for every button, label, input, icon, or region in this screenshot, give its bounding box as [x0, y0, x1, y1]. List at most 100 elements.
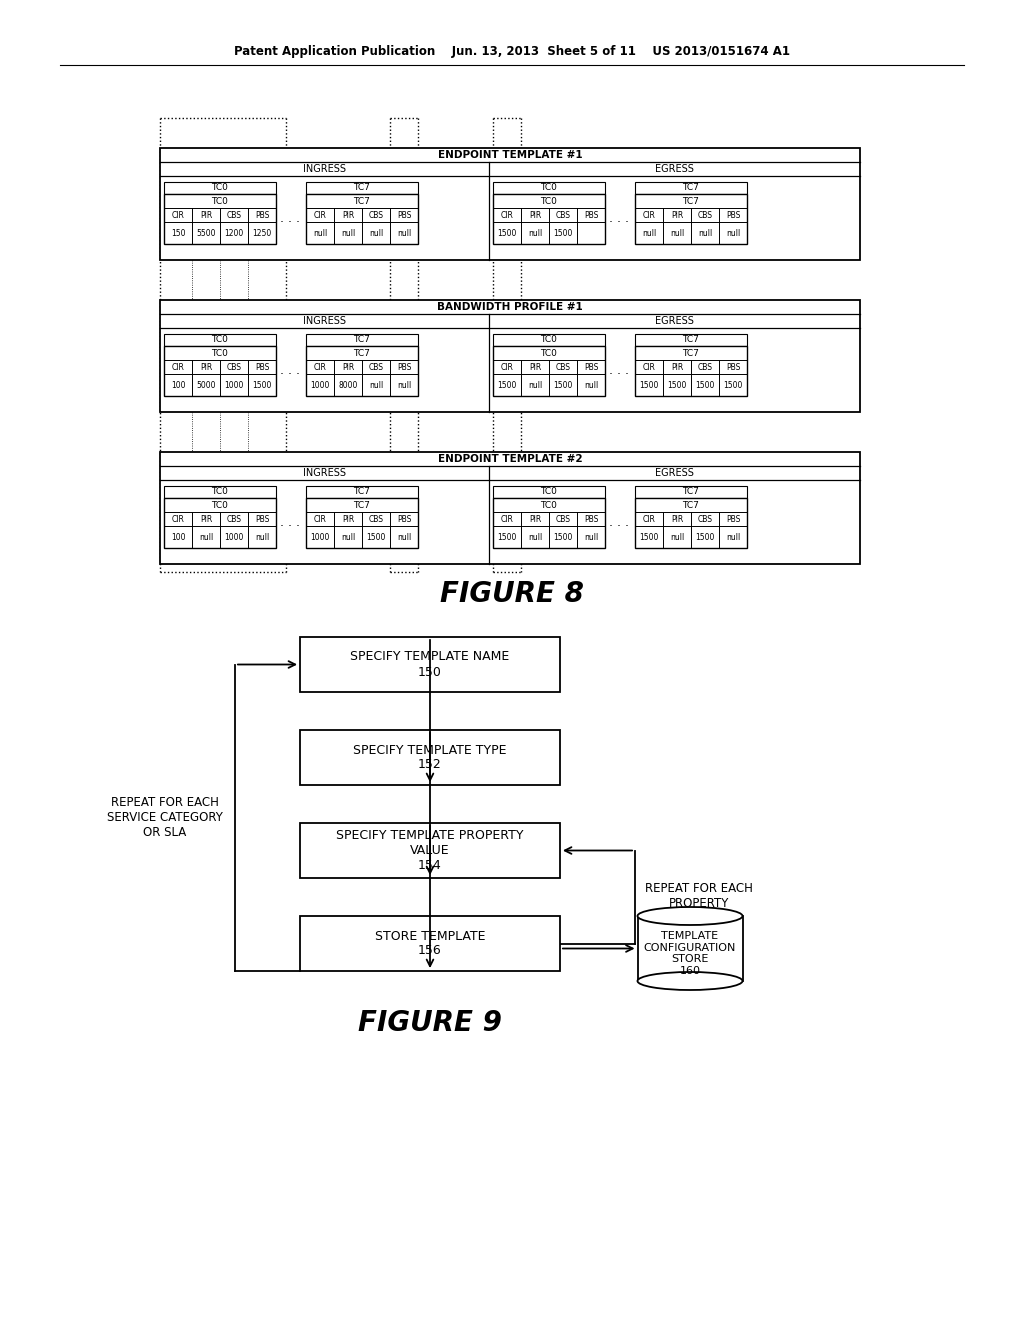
Text: PBS: PBS	[255, 363, 269, 371]
Text: EGRESS: EGRESS	[655, 469, 694, 478]
Text: CIR: CIR	[313, 363, 327, 371]
Text: PBS: PBS	[255, 210, 269, 219]
Bar	[164, 182, 276, 194]
Text: null: null	[670, 532, 684, 541]
Bar	[300, 730, 560, 785]
Text: . . .: . . .	[609, 213, 629, 226]
Text: CIR: CIR	[172, 515, 184, 524]
Bar	[300, 638, 560, 692]
Text: TC0: TC0	[212, 500, 228, 510]
Bar	[493, 334, 605, 346]
Text: PBS: PBS	[584, 363, 598, 371]
Text: 1500: 1500	[723, 380, 742, 389]
Text: CBS: CBS	[555, 515, 570, 524]
Text: TC7: TC7	[353, 487, 371, 496]
Text: 1500: 1500	[498, 380, 517, 389]
Text: CBS: CBS	[555, 363, 570, 371]
Text: 1500: 1500	[553, 380, 572, 389]
Text: ENDPOINT TEMPLATE #1: ENDPOINT TEMPLATE #1	[437, 150, 583, 160]
Text: CIR: CIR	[643, 363, 655, 371]
Text: CBS: CBS	[226, 363, 242, 371]
Text: null: null	[726, 532, 740, 541]
Text: TC7: TC7	[683, 335, 699, 345]
Bar	[306, 486, 418, 498]
Text: . . .: . . .	[280, 364, 300, 378]
Text: TC0: TC0	[541, 348, 557, 358]
Text: CIR: CIR	[643, 210, 655, 219]
Bar	[306, 334, 418, 346]
Text: 1500: 1500	[498, 228, 517, 238]
Bar	[635, 346, 746, 396]
Text: REPEAT FOR EACH
PROPERTY: REPEAT FOR EACH PROPERTY	[645, 882, 753, 909]
Text: 100: 100	[171, 532, 185, 541]
Text: null: null	[255, 532, 269, 541]
Text: PBS: PBS	[397, 363, 412, 371]
Text: TC0: TC0	[541, 335, 557, 345]
Text: null: null	[199, 532, 213, 541]
Text: null: null	[528, 228, 542, 238]
Text: TC7: TC7	[683, 500, 699, 510]
Bar	[300, 916, 560, 972]
Text: PBS: PBS	[255, 515, 269, 524]
Text: null: null	[341, 228, 355, 238]
Text: 100: 100	[171, 380, 185, 389]
Text: null: null	[698, 228, 712, 238]
Text: 1250: 1250	[252, 228, 271, 238]
Ellipse shape	[638, 907, 742, 925]
Text: PBS: PBS	[397, 210, 412, 219]
Ellipse shape	[638, 972, 742, 990]
Text: 1500: 1500	[367, 532, 386, 541]
Bar	[306, 346, 418, 396]
Text: REPEAT FOR EACH
SERVICE CATEGORY
OR SLA: REPEAT FOR EACH SERVICE CATEGORY OR SLA	[108, 796, 223, 840]
Bar	[493, 194, 605, 244]
Text: CIR: CIR	[501, 515, 513, 524]
Text: null: null	[726, 228, 740, 238]
Text: CIR: CIR	[501, 210, 513, 219]
Text: TC7: TC7	[353, 348, 371, 358]
Text: TC7: TC7	[683, 348, 699, 358]
Text: null: null	[584, 380, 598, 389]
Text: 1200: 1200	[224, 228, 244, 238]
Text: PIR: PIR	[671, 363, 683, 371]
Bar	[635, 334, 746, 346]
Bar	[635, 498, 746, 548]
Text: BANDWIDTH PROFILE #1: BANDWIDTH PROFILE #1	[437, 302, 583, 312]
Text: INGRESS: INGRESS	[303, 315, 346, 326]
Text: null: null	[642, 228, 656, 238]
Text: null: null	[397, 228, 411, 238]
Text: null: null	[670, 228, 684, 238]
Text: TC7: TC7	[683, 197, 699, 206]
Text: . . .: . . .	[609, 516, 629, 529]
Text: EGRESS: EGRESS	[655, 315, 694, 326]
Text: TC0: TC0	[541, 500, 557, 510]
Bar	[635, 486, 746, 498]
Text: 1500: 1500	[695, 532, 715, 541]
Text: TC0: TC0	[541, 197, 557, 206]
Text: CBS: CBS	[226, 210, 242, 219]
Text: ENDPOINT TEMPLATE #2: ENDPOINT TEMPLATE #2	[437, 454, 583, 465]
Text: 5500: 5500	[197, 228, 216, 238]
Text: 5000: 5000	[197, 380, 216, 389]
Text: TC0: TC0	[541, 487, 557, 496]
Text: PBS: PBS	[584, 515, 598, 524]
Bar	[164, 498, 276, 548]
Bar	[164, 194, 276, 244]
Text: 1000: 1000	[310, 532, 330, 541]
Bar	[164, 486, 276, 498]
Bar	[306, 182, 418, 194]
Text: PBS: PBS	[584, 210, 598, 219]
Text: CIR: CIR	[313, 515, 327, 524]
Bar	[160, 451, 860, 564]
Bar	[306, 194, 418, 244]
Text: EGRESS: EGRESS	[655, 164, 694, 174]
Bar	[635, 182, 746, 194]
Text: CIR: CIR	[313, 210, 327, 219]
Text: 1000: 1000	[224, 380, 244, 389]
Text: STORE TEMPLATE
156: STORE TEMPLATE 156	[375, 929, 485, 957]
Text: PIR: PIR	[342, 363, 354, 371]
Text: SPECIFY TEMPLATE NAME
150: SPECIFY TEMPLATE NAME 150	[350, 651, 510, 678]
Text: TC0: TC0	[541, 183, 557, 193]
Text: CBS: CBS	[369, 210, 384, 219]
Text: PIR: PIR	[671, 210, 683, 219]
Text: 8000: 8000	[338, 380, 357, 389]
